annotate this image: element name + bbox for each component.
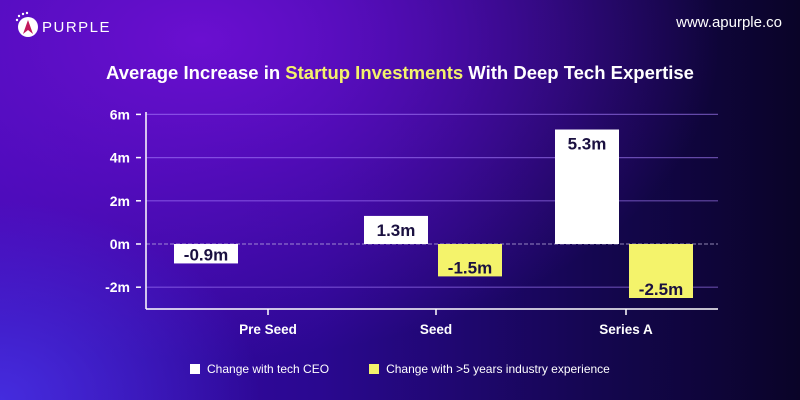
chart-title: Average Increase in Startup Investments … bbox=[0, 62, 800, 84]
legend-label: Change with >5 years industry experience bbox=[386, 362, 610, 376]
bar-industry-exp bbox=[629, 244, 693, 298]
data-label: -1.5m bbox=[448, 258, 492, 277]
title-highlight: Startup Investments bbox=[285, 62, 464, 83]
title-part1: Average Increase in bbox=[106, 62, 286, 83]
title-part2: With Deep Tech Expertise bbox=[463, 62, 694, 83]
legend-item-industry-experience: Change with >5 years industry experience bbox=[369, 362, 610, 376]
apurple-logo: PURPLE bbox=[15, 11, 111, 37]
legend-item-tech-ceo: Change with tech CEO bbox=[190, 362, 329, 376]
data-label: -0.9m bbox=[184, 245, 228, 264]
legend-swatch bbox=[369, 364, 380, 374]
legend-label: Change with tech CEO bbox=[207, 362, 330, 376]
data-label: -2.5m bbox=[639, 280, 683, 299]
y-tick-label: -2m bbox=[105, 279, 130, 295]
x-tick-label-pre-seed: Pre Seed bbox=[239, 322, 297, 337]
data-label: 5.3m bbox=[568, 135, 607, 154]
y-tick-label: 4m bbox=[110, 150, 130, 166]
legend-swatch bbox=[190, 364, 200, 374]
bar-tech-ceo bbox=[555, 129, 619, 244]
bar-tech-ceo bbox=[174, 244, 238, 264]
data-label: 1.3m bbox=[377, 221, 416, 240]
legend: Change with tech CEO Change with >5 year… bbox=[190, 362, 610, 376]
x-tick-label-series-a: Series A bbox=[599, 322, 653, 337]
logo-text: PURPLE bbox=[42, 19, 111, 36]
x-tick-label-seed: Seed bbox=[420, 322, 452, 337]
website-link[interactable]: www.apurple.co bbox=[676, 14, 782, 31]
y-tick-label: 0m bbox=[110, 236, 130, 252]
bar-industry-exp bbox=[438, 244, 502, 277]
y-tick-label: 6m bbox=[110, 106, 130, 122]
y-tick-label: 2m bbox=[110, 193, 130, 209]
bar-tech-ceo bbox=[364, 215, 428, 244]
